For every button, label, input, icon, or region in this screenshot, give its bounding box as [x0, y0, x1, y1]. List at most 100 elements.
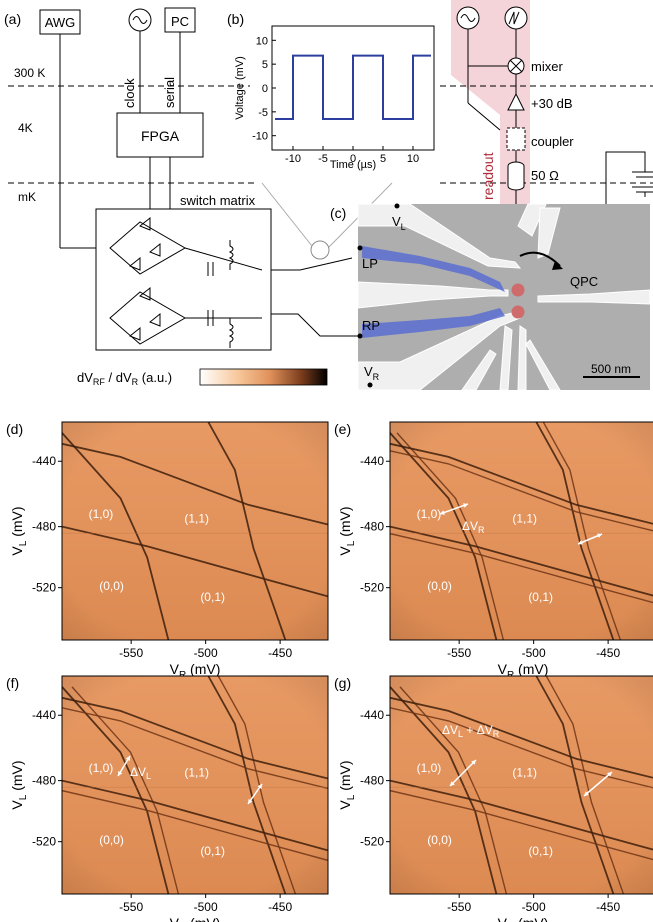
panel-c-sem: (c) VL LP RP VR QPC 500 nm — [330, 203, 651, 391]
readout-label: readout — [480, 152, 496, 200]
map-ylabel: VL (mV) — [9, 760, 29, 809]
pc-label: PC — [171, 14, 189, 29]
lp-wire — [271, 257, 353, 271]
temp-mk-label: mK — [18, 190, 36, 204]
charge-state-01: (0,1) — [528, 844, 553, 858]
fpga-label: FPGA — [141, 128, 180, 144]
awg-box — [39, 9, 81, 35]
map-ylabel: VL (mV) — [337, 506, 357, 555]
inset-xtick-label: 10 — [407, 153, 419, 165]
map-frame — [389, 675, 653, 895]
rp-wire — [271, 313, 358, 337]
colorbar: dVRF / dVR (a.u.) — [77, 368, 328, 387]
map-frame — [389, 421, 653, 641]
map-ytick-label: -480 — [360, 520, 384, 534]
sem-qpc-label: QPC — [570, 274, 598, 289]
coupler-label: coupler — [531, 134, 574, 149]
annotation-delta-vl: ΔVL — [130, 765, 151, 781]
awg-label: AWG — [45, 15, 76, 30]
map-xtick-label: -450 — [596, 646, 620, 660]
sem-lp-label: LP — [362, 256, 378, 271]
charge-state-11: (1,1) — [512, 511, 537, 525]
map-ytick-label: -520 — [360, 835, 384, 849]
inset-xtick-label: 0 — [350, 153, 356, 165]
load-label: 50 Ω — [531, 168, 559, 183]
arrow-icon — [449, 759, 477, 787]
panel-label-a: (a) — [4, 11, 21, 27]
mixer-label: mixer — [531, 59, 563, 74]
ground-icon — [632, 171, 653, 197]
panel-label-g: (g) — [334, 675, 351, 691]
sem-rp-label: RP — [362, 318, 380, 333]
colorbar-label: dVRF / dVR (a.u.) — [77, 370, 172, 387]
clock-label: clock — [122, 78, 137, 108]
map-frame — [61, 421, 329, 641]
zoom-circle — [310, 240, 330, 260]
inset-xlabel: Time (µs) — [330, 159, 376, 171]
quantum-dot-right — [511, 305, 525, 319]
amplifier-label: +30 dB — [531, 96, 573, 111]
map-xlabel: VR (mV) — [170, 915, 221, 922]
annotation-delta-vr: ΔVR — [462, 519, 485, 535]
charge-state-01: (0,1) — [528, 590, 553, 604]
arrow-icon — [583, 771, 613, 797]
charge-state-01: (0,1) — [200, 590, 225, 604]
inset-ytick-label: 0 — [262, 83, 268, 95]
load-icon — [507, 161, 525, 191]
map-xlabel: VR (mV) — [498, 915, 549, 922]
charge-state-10: (1,0) — [417, 761, 442, 775]
panel-label-c: (c) — [330, 205, 346, 221]
map-ytick-label: -440 — [32, 708, 56, 722]
temp-300k-label: 300 K — [14, 66, 45, 80]
map-xtick-label: -500 — [194, 900, 218, 914]
switch-matrix-box — [95, 208, 272, 351]
pc-box — [164, 7, 196, 33]
inset-ytick-label: 10 — [256, 35, 268, 47]
map-panel-f: (f) -550 -500 -450 -440 -480 -520 VR (mV) VL (mV… — [6, 675, 329, 922]
map-ylabel: VL (mV) — [9, 506, 29, 555]
map-xtick-label: -550 — [447, 900, 471, 914]
map-xtick-label: -450 — [268, 900, 292, 914]
scale-bar-label: 500 nm — [591, 362, 631, 376]
map-ytick-label: -440 — [32, 454, 56, 468]
annotation-delta-vl-vr: ΔVL + ΔVR — [442, 723, 500, 739]
map-ytick-label: -520 — [32, 581, 56, 595]
map-xtick-label: -450 — [268, 646, 292, 660]
inset-ytick-label: -10 — [252, 131, 268, 143]
charge-state-01: (0,1) — [200, 844, 225, 858]
panel-label-e: (e) — [334, 421, 351, 437]
switch-network-icon — [109, 216, 263, 348]
charge-state-11: (1,1) — [512, 765, 537, 779]
map-xtick-label: -550 — [119, 900, 143, 914]
charge-state-00: (0,0) — [99, 579, 124, 593]
charge-state-10: (1,0) — [417, 507, 442, 521]
sem-vr-label: VR — [364, 364, 380, 382]
readout-shade — [451, 0, 530, 205]
panel-a-schematic: (a) AWG PC clock serial 300 K 4K FPGA mK… — [4, 7, 393, 351]
colorbar-gradient — [199, 368, 328, 386]
readout-chain: mixer +30 dB coupler 50 Ω readout — [440, 0, 653, 224]
sem-vl-label: VL — [392, 214, 406, 232]
switch-matrix-label: switch matrix — [180, 193, 256, 208]
charge-stability-maps: (d) -550 -500 -450 -440 -480 -520 VR (mV) VL (mV… — [6, 421, 653, 922]
panel-label-d: (d) — [6, 421, 23, 437]
map-xtick-label: -500 — [194, 646, 218, 660]
inset-xtick-label: -5 — [318, 153, 328, 165]
map-xtick-label: -500 — [522, 646, 546, 660]
map-ytick-label: -440 — [360, 454, 384, 468]
sine-wave-icon — [132, 16, 148, 24]
map-xtick-label: -500 — [522, 900, 546, 914]
map-frame — [61, 675, 329, 895]
sem-gates — [357, 203, 651, 391]
rp-gate-highlight — [362, 308, 505, 338]
inset-series-line — [275, 54, 431, 120]
charge-state-11: (1,1) — [184, 765, 209, 779]
charge-state-10: (1,0) — [89, 761, 114, 775]
inset-xtick-label: -10 — [285, 153, 301, 165]
map-ytick-label: -520 — [360, 581, 384, 595]
arrow-icon — [439, 503, 469, 515]
charge-state-00: (0,0) — [99, 833, 124, 847]
panel-b-inset: (b) -10 -5 0 5 10 10 5 0 -5 -10 Time (µs) Voltage… — [227, 6, 435, 176]
map-ytick-label: -480 — [32, 774, 56, 788]
